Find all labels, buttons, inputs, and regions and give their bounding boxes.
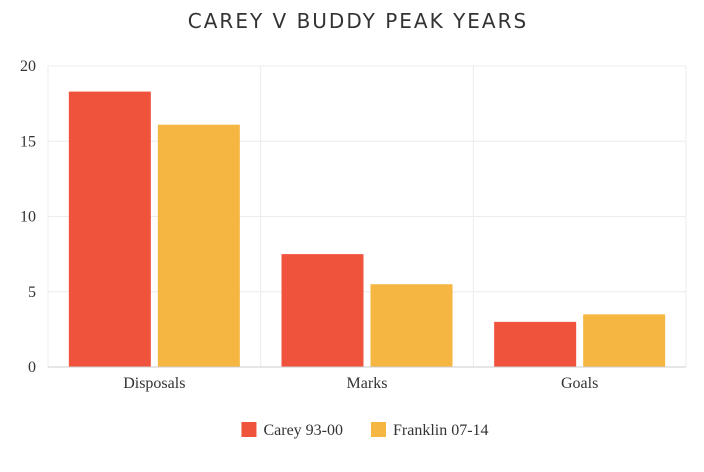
y-tick-label: 0: [28, 359, 36, 376]
y-tick-label: 20: [20, 58, 36, 75]
legend-label: Carey 93-00: [263, 422, 343, 439]
bar-carey-disposals: [68, 91, 151, 368]
chart-title: CAREY V BUDDY PEAK YEARS: [188, 9, 528, 33]
legend: Carey 93-00 Franklin 07-14: [241, 422, 489, 439]
bar-franklin-goals: [583, 314, 666, 367]
y-tick-label: 10: [20, 209, 36, 226]
legend-item[interactable]: Carey 93-00: [241, 422, 343, 439]
bar-franklin-disposals: [157, 124, 240, 367]
y-tick-label: 5: [28, 284, 36, 301]
legend-swatch: [370, 422, 386, 437]
bar-franklin-marks: [370, 284, 453, 367]
legend-label: Franklin 07-14: [393, 422, 489, 439]
bar-carey-goals: [494, 321, 577, 367]
x-tick-label: Marks: [347, 375, 388, 392]
legend-item[interactable]: Franklin 07-14: [370, 422, 489, 439]
bars: [68, 91, 666, 368]
x-tick-label: Disposals: [123, 375, 185, 392]
grid: [47, 65, 687, 367]
x-tick-label: Goals: [561, 375, 598, 392]
y-tick-label: 15: [20, 133, 36, 150]
axes: 0 5 10 15 20 Disposals Marks Goals: [20, 58, 686, 392]
legend-swatch: [241, 422, 257, 437]
bar-carey-marks: [281, 254, 364, 367]
